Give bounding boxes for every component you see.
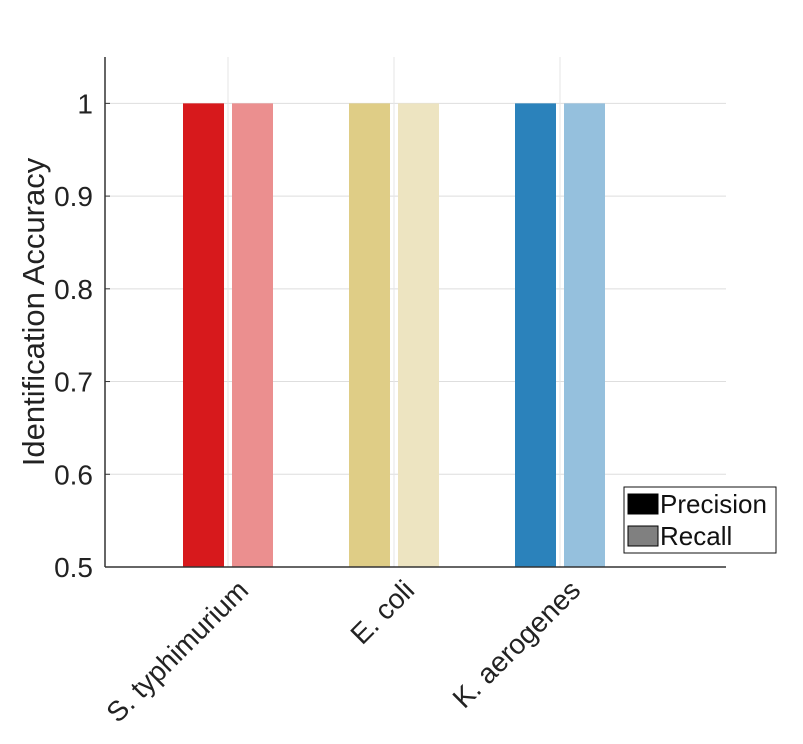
y-tick-label: 0.7	[54, 367, 93, 398]
bar-recall-3	[564, 103, 605, 567]
bar-precision-3	[515, 103, 556, 567]
y-tick-label: 0.9	[54, 181, 93, 212]
y-tick-label: 0.8	[54, 274, 93, 305]
x-tick-labels: S. typhimurium E. coli K. aerogenes	[100, 574, 586, 728]
x-tick-label: E. coli	[344, 574, 420, 650]
y-tick-label: 0.5	[54, 552, 93, 583]
legend-swatch-precision	[627, 493, 659, 515]
y-tick-label: 0.6	[54, 459, 93, 490]
legend-label-precision: Precision	[660, 489, 767, 519]
x-tick-label: K. aerogenes	[447, 574, 587, 714]
y-axis-title: Identification Accuracy	[16, 157, 51, 466]
bar-precision-1	[183, 103, 224, 567]
axes	[104, 57, 726, 568]
legend-swatch-recall	[627, 525, 659, 547]
x-tick-label: S. typhimurium	[100, 574, 254, 728]
bars	[183, 103, 605, 567]
y-tick-labels: 0.5 0.6 0.7 0.8 0.9 1	[54, 88, 110, 583]
legend-label-recall: Recall	[660, 521, 732, 551]
bar-recall-1	[232, 103, 273, 567]
y-tick-label: 1	[77, 88, 93, 119]
bar-recall-2	[398, 103, 439, 567]
bar-precision-2	[349, 103, 390, 567]
